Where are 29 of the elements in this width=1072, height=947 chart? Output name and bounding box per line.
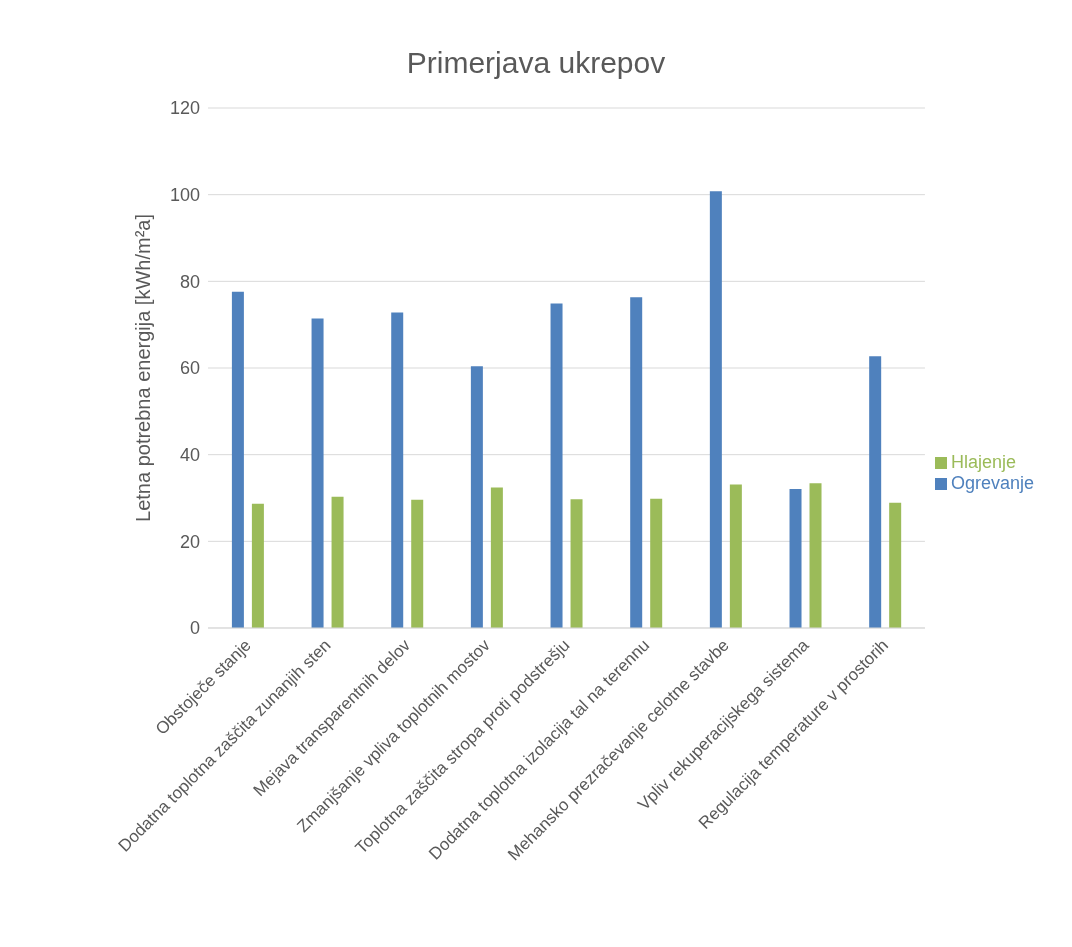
bar	[809, 483, 822, 628]
bar	[789, 488, 802, 628]
bar	[331, 496, 344, 628]
bar	[650, 498, 663, 628]
chart-title: Primerjava ukrepov	[405, 46, 667, 80]
bar	[630, 297, 643, 628]
bar	[490, 487, 503, 628]
legend-label: Ogrevanje	[950, 473, 1034, 493]
bar	[411, 499, 424, 628]
bar	[251, 503, 264, 628]
bar	[470, 366, 483, 628]
bar	[709, 191, 722, 628]
bar	[311, 318, 324, 628]
y-tick-label: 100	[169, 185, 200, 206]
bar	[570, 499, 583, 628]
bar	[889, 502, 902, 628]
bar	[729, 484, 742, 628]
y-tick-label: 0	[189, 618, 200, 639]
y-axis-title: Letna potrebna energija [kWh/m²a]	[132, 214, 155, 522]
bar	[550, 303, 563, 628]
y-tick-label: 80	[179, 271, 200, 292]
y-tick-label: 120	[169, 98, 200, 119]
y-tick-label: 60	[179, 358, 200, 379]
bar	[391, 312, 404, 628]
y-tick-label: 20	[179, 531, 200, 552]
y-tick-label: 40	[179, 445, 200, 466]
bar	[869, 356, 882, 628]
legend-label: Hlajenje	[950, 452, 1016, 472]
bar	[231, 291, 244, 628]
